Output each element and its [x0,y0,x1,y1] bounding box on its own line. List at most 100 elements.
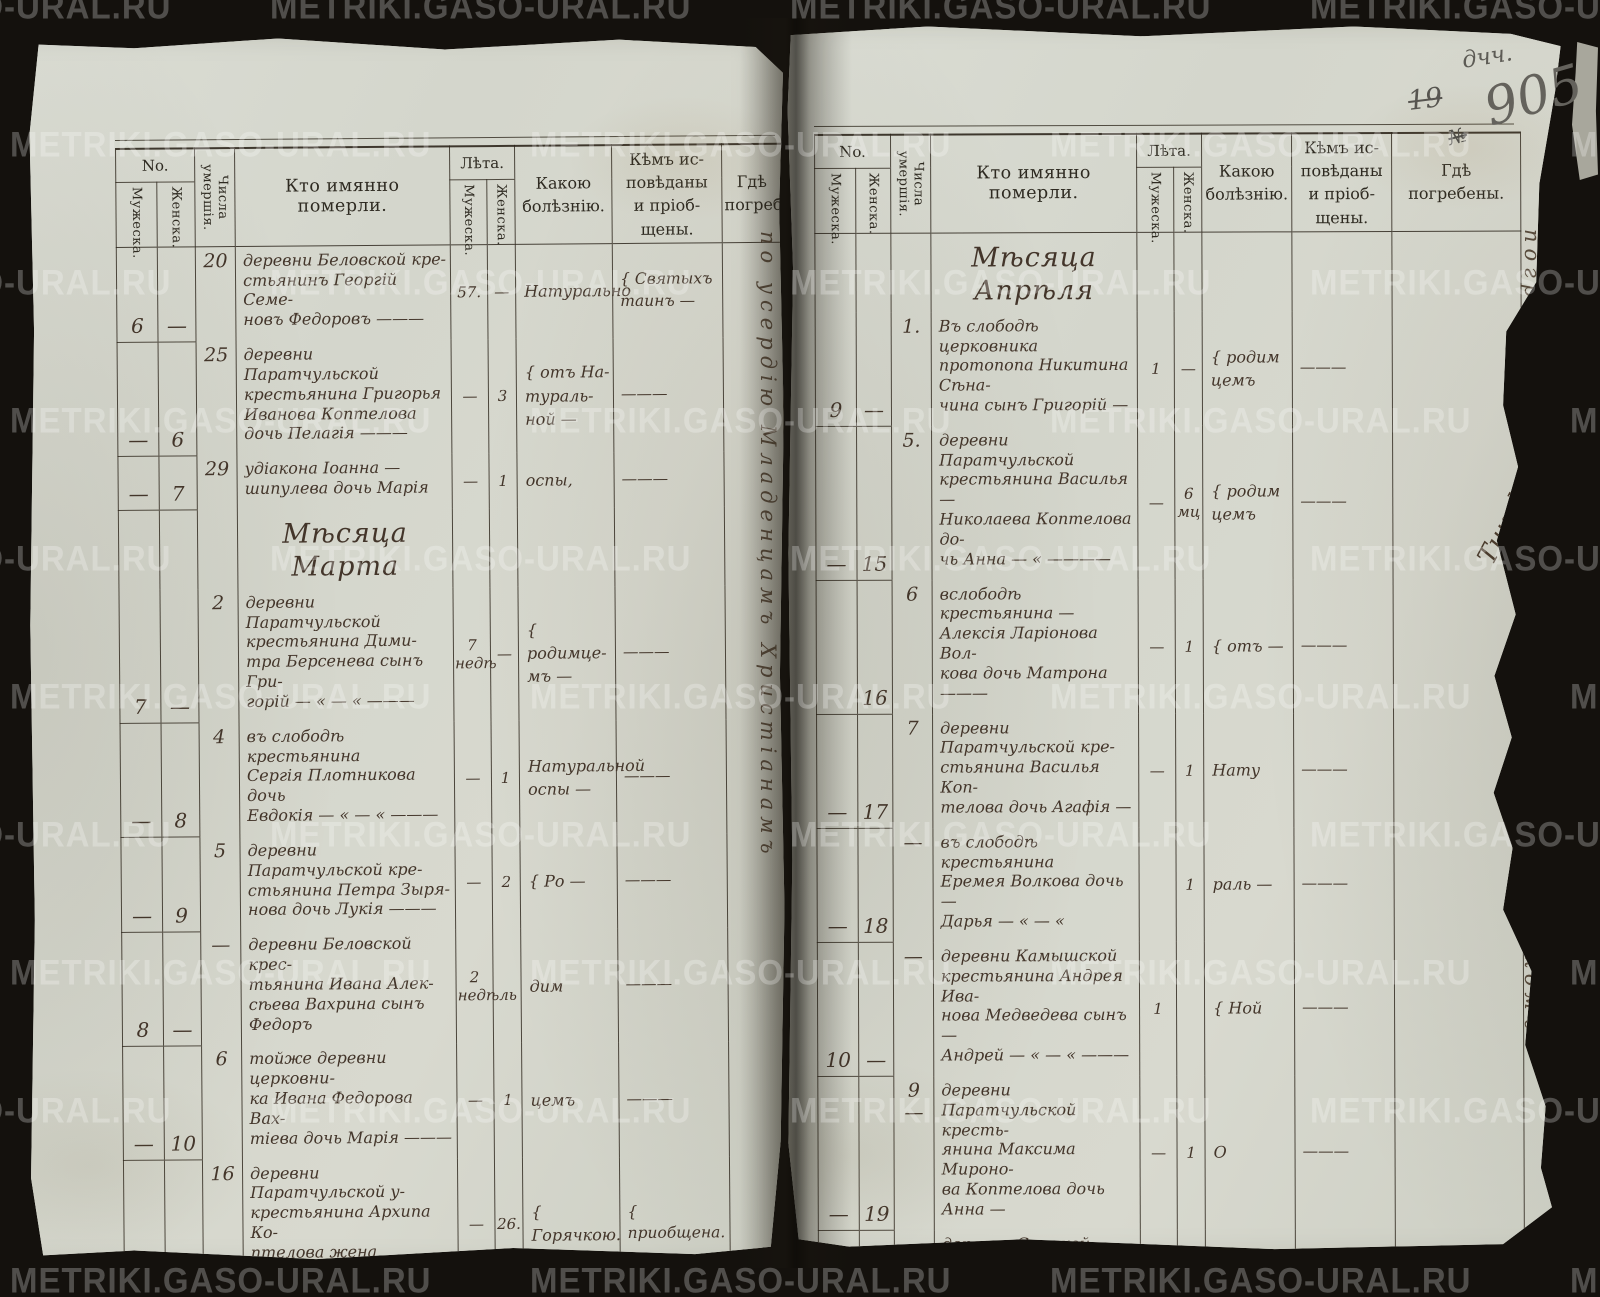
cell-death-day: — [894,1230,935,1250]
cell-male-no: — [817,1076,860,1231]
cell-age-female: 2 [1177,1229,1206,1250]
watermark-text: METRIKI.GASO-URAL.RU [530,1260,952,1297]
cell-death-day: 9 — [893,1076,935,1231]
register-row: —15 5. деревни Паратчульской крестьянина В… [815,424,1523,581]
cell-female-no: 6 [158,341,197,456]
cell-female-no: 9 [161,837,201,932]
register-row: 9—1. Въ слободѣ церковника протопопа Ники… [815,310,1522,427]
cell-deceased-name: удіакона Іоанна — шипулева дочь Марія [236,453,453,510]
cell-death-day: 6 [201,1045,243,1160]
header-no-male: Мужеска. [814,168,856,245]
watermark-text: METRIKI.GASO-URAL.RU [1570,952,1600,993]
watermark-text: METRIKI.GASO-URAL.RU [790,0,1212,27]
cell-male-no: 9 [815,312,857,427]
cell-deceased-name: деревни Беловской крес- тьянина Ивана Ал… [240,929,457,1046]
cell-female-no: — [159,589,200,724]
cell-disease: Нату [1203,712,1294,828]
cell-age-female: — [487,244,517,340]
cell-age-female [1176,941,1205,1076]
cell-disease: С [1205,1228,1296,1250]
cell-age-male: — [456,1043,495,1158]
cell-confessed: ——— [621,1290,732,1297]
cell-death-day: 17 [204,1293,245,1297]
header-no-female: Женска. [855,167,891,234]
cell-confessed: ——— [618,1041,730,1157]
cell-age-female: 2 [491,834,521,930]
header-age: Лѣта. [449,145,515,180]
register-row: 16 6 вслободѣ крестьянина — Алексія Ларіон… [816,578,1523,715]
cell-death-day: 20 [195,246,237,342]
cell-female-no: — [157,246,197,342]
cell-deceased-name: въ слободѣ крестьянина Еремея Волкова до… [932,827,1140,943]
cell-male-no: — [816,828,859,943]
cell-death-day: 5. [891,426,933,581]
header-age-female: Женска. [1173,166,1202,233]
cell-deceased-name: деревни Сомской укресть- янина Федора Ко… [934,1229,1141,1250]
header-age-female: Женска. [486,179,516,246]
cell-male-no: — [815,426,858,581]
cell-male-no: — [120,723,162,838]
cell-female-no: — [856,312,892,427]
cell-disease: раль — [1203,827,1295,942]
cell-disease: цемъ [521,1042,620,1158]
cell-age-female: 1 [488,453,518,508]
header-confessed: Кѣмъ ис- повѣданы и пріоб- щены. [1291,132,1392,232]
cell-confessed: ——— [1294,940,1395,1076]
cell-confessed: { приобщена. [619,1155,731,1260]
cell-age-male: — [454,720,492,836]
cell-confessed: ——— [1293,712,1394,828]
cell-deceased-name: деревни Паратчульской крестьянина Григор… [236,339,452,456]
register-row: —19 9 — деревни Паратчульской кресть- янин… [817,1074,1525,1231]
register-row: —8 4 въ слободѣ крестьянина Сергія Плотник… [120,718,785,838]
cell-death-day: — [200,931,242,1046]
cell-disease: { родимце- мъ — [517,585,617,721]
watermark-text: METRIKI.GASO-URAL.RU [1050,1260,1472,1297]
cell-deceased-name: вслободѣ крестьянина — Алексія Ларіонова… [932,579,1139,715]
header-age-male: Мужеска. [1136,166,1174,243]
header-no-male: Мужеска. [115,181,158,259]
cell-disease: Натурально [515,243,631,339]
cell-age-female: 1 [1175,579,1204,714]
register-row: —11 16 деревни Паратчульской у- крестьянин… [123,1155,785,1260]
header-who-died: Кто имянно померли. [930,133,1137,233]
cell-deceased-name: деревни Паратчульской крестьянина Василь… [931,425,1139,581]
cell-confessed: ——— [617,927,729,1043]
cell-disease: { Ной [1204,941,1295,1076]
cell-death-day: 6 [892,580,933,715]
cell-male-no: 10 [817,942,859,1077]
cell-disease: оспы, [516,452,615,508]
cell-age-male: — [1139,1075,1178,1230]
cell-deceased-name: деревни Беловской кре- стьянинъ Георгій … [235,244,452,342]
cell-death-day: 25 [196,341,237,456]
register-row: 8— — деревни Беловской крес- тьянина Ивана… [121,926,785,1047]
cell-confessed: { Святыхъ таинъ — [612,242,724,339]
cell-age-male: — [454,834,493,930]
cell-death-day: 16 [202,1159,244,1260]
cell-male-no: — [117,455,160,511]
cell-age-male: 57. [450,244,489,340]
cell-male-no: — [818,1230,860,1250]
cell-age-male: 1 [1137,311,1175,426]
pencil-crossed-number: 19 [1406,82,1445,117]
cell-age-male: 2 недѣль [455,929,517,1044]
cell-disease: Натуральной оспы — [519,719,645,835]
death-register-table-right: No. Числа умершія. Кто имянно померли. Лѣта… [814,131,1528,1250]
burial-margin-note-right: погребены на общемъ кладбищѣ Христіанско… [1520,229,1544,1036]
cell-death-day: 2 [197,588,240,724]
cell-male-no: — [122,1046,165,1161]
watermark-text: METRIKI.GASO-URAL.RU [1310,0,1600,27]
cell-age-male: — [1138,713,1176,828]
cell-age-female: 1 [491,720,520,835]
cell-death-day: 4 [199,722,240,838]
header-disease: Какою болѣзнію. [1201,133,1292,232]
cell-confessed: ——— [613,337,724,453]
cell-disease: О [1204,1075,1296,1230]
cell-deceased-name: деревни Паратчульской крестьянина Дими- … [237,587,455,723]
cell-confessed: ——— [613,451,725,507]
cell-age-female: 1 [493,1043,523,1158]
cell-death-day: 5 [199,836,241,932]
cell-confessed: ——— [1292,310,1393,426]
header-who-died: Кто имянно померли. [234,146,451,247]
register-row: —18— въ слободѣ крестьянина Еремея Волков… [816,826,1524,943]
